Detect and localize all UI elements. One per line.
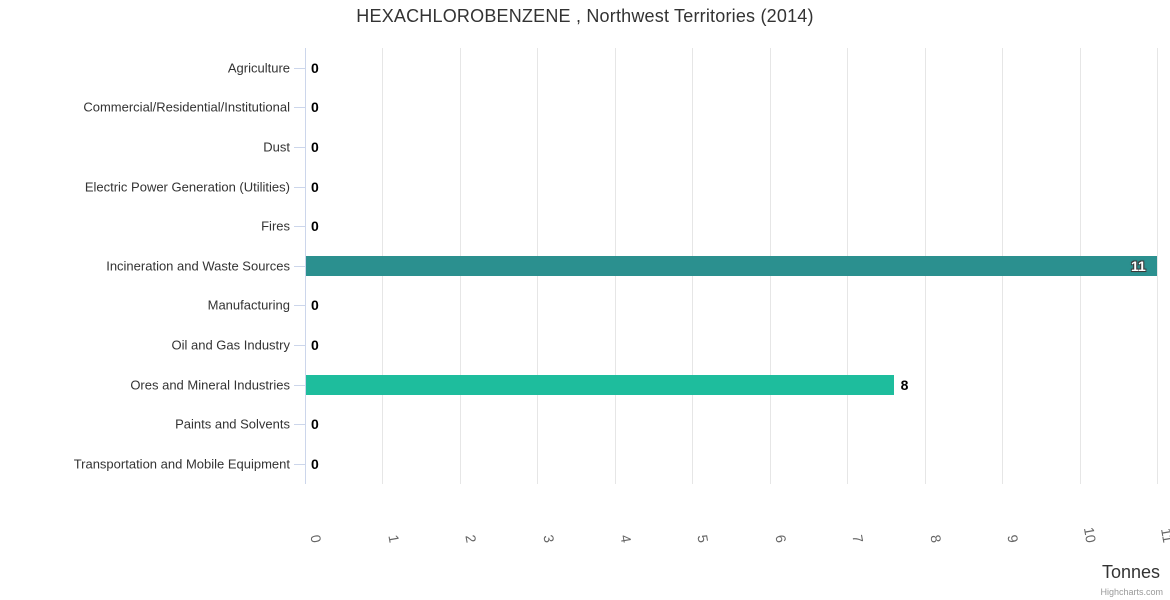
- bar[interactable]: [306, 255, 1157, 276]
- category-label: Manufacturing: [207, 297, 290, 313]
- category-label: Dust: [263, 139, 290, 155]
- data-label: 0: [311, 178, 319, 195]
- category-tick-mark: [294, 424, 305, 426]
- x-tick-label: 10: [1080, 525, 1100, 544]
- x-tick-label: 9: [1004, 533, 1022, 544]
- category-tick-mark: [294, 384, 305, 386]
- x-tick-label: 1: [385, 533, 403, 544]
- category-label: Agriculture: [227, 60, 290, 76]
- category-label: Incineration and Waste Sources: [106, 258, 290, 274]
- category-tick-mark: [294, 344, 305, 346]
- category-label: Fires: [261, 218, 290, 234]
- highcharts-credit[interactable]: Highcharts.com: [1100, 587, 1163, 597]
- chart-title: HEXACHLOROBENZENE , Northwest Territorie…: [356, 6, 814, 26]
- data-label: 11: [1131, 257, 1146, 274]
- x-axis-title: Tonnes: [1101, 562, 1160, 582]
- data-label: 0: [311, 297, 319, 314]
- data-label: 0: [311, 416, 319, 433]
- x-tick-label: 2: [462, 533, 480, 544]
- x-tick-label: 6: [772, 533, 790, 544]
- category-label: Commercial/Residential/Institutional: [83, 99, 290, 115]
- x-tick-label: 8: [927, 533, 945, 544]
- category-label: Electric Power Generation (Utilities): [84, 179, 290, 195]
- x-tick-label: 11: [1158, 526, 1170, 544]
- data-label: 0: [311, 336, 319, 353]
- gridline: [1157, 48, 1158, 484]
- category-label: Paints and Solvents: [175, 416, 290, 432]
- data-label: 8: [900, 376, 909, 393]
- category-label: Transportation and Mobile Equipment: [73, 456, 290, 472]
- category-tick-mark: [294, 463, 305, 465]
- x-tick-label: 3: [540, 533, 558, 544]
- category-tick-mark: [294, 305, 305, 307]
- x-tick-label: 0: [307, 533, 325, 544]
- data-label: 0: [311, 218, 319, 235]
- category-tick-mark: [294, 67, 305, 69]
- category-tick-mark: [294, 186, 305, 188]
- x-tick-label: 7: [849, 533, 867, 544]
- bar[interactable]: [306, 374, 894, 395]
- data-label: 0: [311, 138, 319, 155]
- category-label: Ores and Mineral Industries: [130, 377, 290, 393]
- x-tick-label: 4: [617, 533, 635, 544]
- data-label: 0: [311, 455, 319, 472]
- category-tick-mark: [294, 226, 305, 228]
- y-axis-line: [305, 48, 306, 484]
- category-tick-mark: [294, 107, 305, 109]
- x-tick-label: 5: [694, 533, 713, 544]
- category-tick-mark: [294, 265, 305, 267]
- data-label: 0: [311, 99, 319, 116]
- category-tick-mark: [294, 146, 305, 148]
- category-label: Oil and Gas Industry: [171, 337, 291, 353]
- data-label: 0: [311, 59, 319, 76]
